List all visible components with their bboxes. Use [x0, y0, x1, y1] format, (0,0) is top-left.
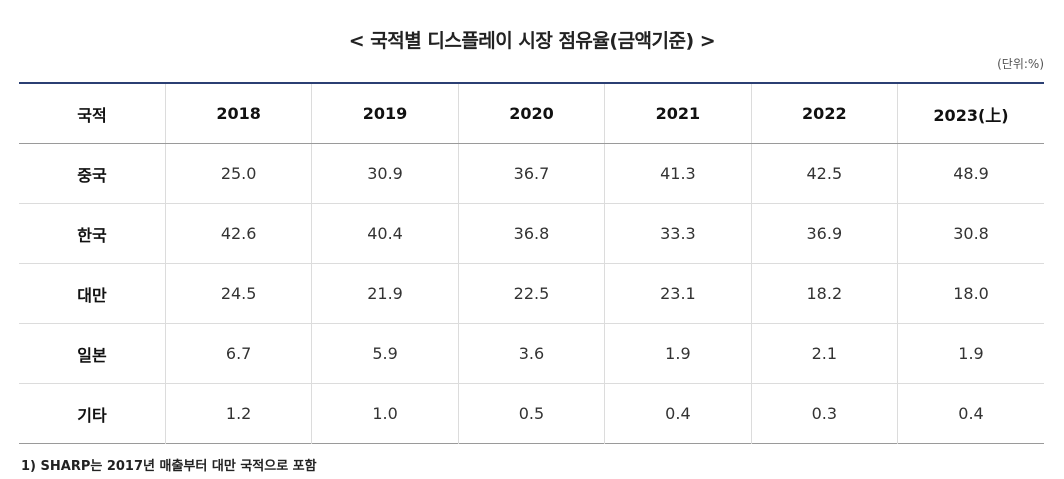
- table-cell: 23.1: [604, 263, 752, 324]
- table-cell: 30.9: [311, 143, 459, 204]
- table-cell: 1.0: [311, 383, 459, 444]
- table-cell: 42.6: [164, 203, 312, 264]
- column-header-year: 2022: [750, 83, 898, 144]
- row-header-country: 중국: [77, 165, 107, 185]
- table-cell: 1.2: [164, 383, 312, 444]
- column-header-year: 2021: [604, 83, 752, 144]
- table-cell: 3.6: [457, 323, 605, 384]
- header-row: 국적 2018 2019 2020 2021 2022 2023(上): [19, 83, 1044, 144]
- table-cell: 24.5: [164, 263, 312, 324]
- table-cell: 21.9: [311, 263, 459, 324]
- unit-label: (단위:%): [997, 57, 1044, 71]
- column-header-year: 2020: [457, 83, 605, 144]
- table-cell: 5.9: [311, 323, 459, 384]
- table-cell: 0.5: [457, 383, 605, 444]
- table-cell: 0.4: [604, 383, 752, 444]
- row-header-country: 한국: [19, 203, 166, 264]
- market-share-table: 국적 2018 2019 2020 2021 2022 2023(上) 중국 2…: [19, 82, 1044, 444]
- table-cell: 36.9: [750, 203, 898, 264]
- table-row: 일본 6.7 5.9 3.6 1.9 2.1 1.9: [19, 323, 1044, 384]
- table-cell: 25.0: [164, 143, 312, 204]
- table-row: 기타 1.2 1.0 0.5 0.4 0.3 0.4: [19, 383, 1044, 444]
- table-cell: 0.3: [750, 383, 898, 444]
- table-cell: 30.8: [897, 203, 1044, 264]
- table-cell: 18.2: [750, 263, 898, 324]
- table-cell: 36.8: [457, 203, 605, 264]
- table-cell: 48.9: [897, 143, 1044, 204]
- table-cell: 1.9: [604, 323, 752, 384]
- row-header-country: 기타: [19, 383, 166, 444]
- row-header-country: 일본: [19, 323, 166, 384]
- column-header-year: 2023(上): [897, 83, 1044, 144]
- table-cell: 41.3: [604, 143, 752, 204]
- column-header-year: 2019: [311, 83, 459, 144]
- table-row: 한국 42.6 40.4 36.8 33.3 36.9 30.8: [19, 203, 1044, 264]
- footnote: 1) SHARP는 2017년 매출부터 대만 국적으로 포함: [21, 459, 317, 474]
- table-cell: 2.1: [750, 323, 898, 384]
- table-cell: 6.7: [164, 323, 312, 384]
- table-cell: 42.5: [750, 143, 898, 204]
- table-cell: 22.5: [457, 263, 605, 324]
- table-cell: 1.9: [897, 323, 1044, 384]
- table-cell: 33.3: [604, 203, 752, 264]
- table-cell: 18.0: [897, 263, 1044, 324]
- table-cell: 36.7: [457, 143, 605, 204]
- table-row: 대만 24.5 21.9 22.5 23.1 18.2 18.0: [19, 263, 1044, 324]
- column-header-country: 국적: [19, 83, 166, 144]
- table-row: 중국 25.0 30.9 36.7 41.3 42.5 48.9: [19, 143, 1044, 204]
- column-header-year: 2018: [164, 83, 312, 144]
- row-header-country: 대만: [19, 263, 166, 324]
- table-cell: 0.4: [897, 383, 1044, 444]
- table-cell: 40.4: [311, 203, 459, 264]
- table-title: < 국적별 디스플레이 시장 점유율(금액기준) >: [348, 30, 716, 52]
